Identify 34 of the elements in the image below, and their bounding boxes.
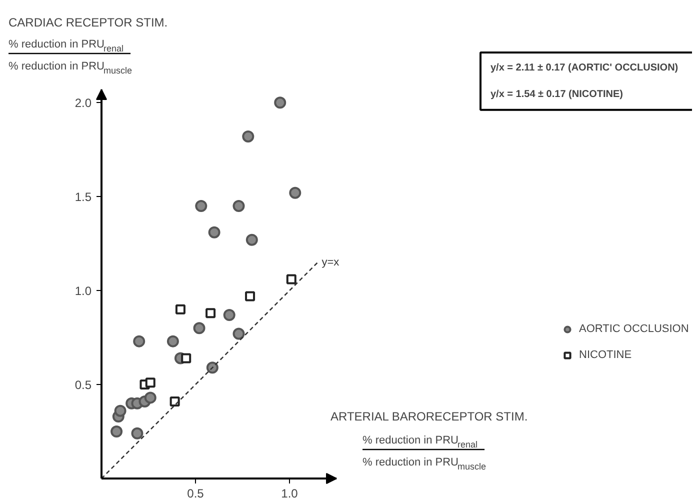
- y-tick-label: 0.5: [74, 378, 92, 392]
- point: [110, 426, 123, 438]
- point: [206, 362, 218, 374]
- y-tick-label: 2.0: [74, 96, 92, 110]
- point: [232, 200, 245, 212]
- point: [195, 200, 208, 212]
- point: [145, 378, 156, 388]
- point: [193, 322, 206, 334]
- point: [289, 186, 302, 199]
- text: y/x = 1.54 ± 0.17 (NICOTINE): [490, 88, 623, 100]
- point: [206, 308, 216, 318]
- chart-title: CARDIAC RECEPTOR STIM.: [8, 16, 168, 30]
- point: [181, 353, 192, 364]
- legend-label: AORTIC OCCLUSION: [579, 323, 689, 335]
- point: [131, 427, 144, 440]
- point: [223, 309, 236, 321]
- text: y/x = 2.11 ± 0.17 (AORTIC' OCCLUSION): [490, 62, 678, 74]
- point: [175, 304, 186, 314]
- point: [144, 392, 156, 404]
- point: [208, 226, 220, 238]
- legend-label: NICOTINE: [579, 349, 632, 361]
- point: [286, 274, 296, 284]
- series-label: y=x: [322, 256, 340, 268]
- point: [246, 234, 258, 246]
- point: [133, 335, 146, 348]
- point: [245, 291, 256, 302]
- point: [232, 328, 245, 340]
- y-tick-label: 1.5: [74, 190, 92, 204]
- y-tick-label: 1.0: [74, 284, 92, 298]
- point: [170, 396, 180, 406]
- point: [274, 96, 286, 109]
- point: [114, 404, 126, 417]
- point: [242, 130, 254, 142]
- point: [166, 335, 179, 348]
